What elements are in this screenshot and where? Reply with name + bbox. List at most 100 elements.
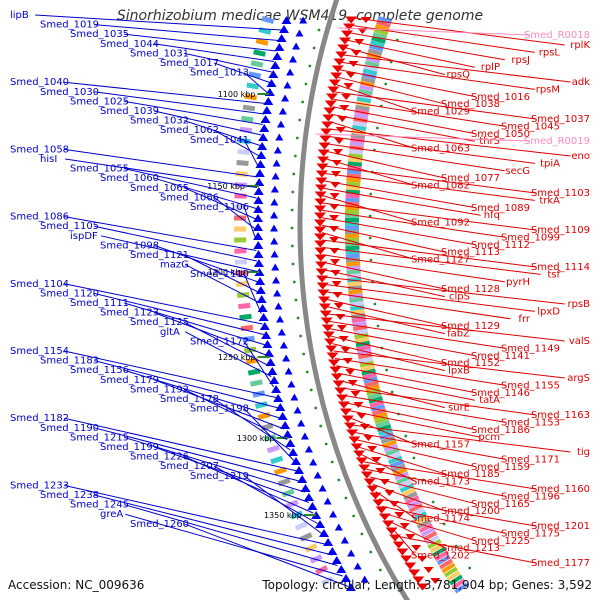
gene-feature [307, 502, 318, 510]
gene-label-right: eno [571, 151, 590, 162]
gene-feature [358, 88, 373, 96]
gene-feature [329, 237, 340, 243]
label-leader [321, 217, 476, 246]
label-leader [353, 431, 506, 460]
gene-feature [319, 135, 332, 143]
rna-label: Smed_R0018 [524, 30, 590, 41]
gene-feature [345, 72, 356, 78]
scale-tick [290, 226, 294, 230]
gene-feature [278, 107, 287, 115]
scale-tick [294, 298, 298, 302]
gene-label-left: Smed_1260 [130, 519, 189, 530]
scale-tick [319, 424, 323, 428]
gene-feature [347, 281, 362, 287]
gene-feature [315, 261, 328, 269]
label-leader [337, 76, 446, 105]
gene-feature [288, 55, 297, 63]
gene-feature [314, 520, 325, 528]
gene-feature [237, 148, 250, 156]
gene-feature [275, 133, 284, 141]
gene-label-right: rpsB [567, 299, 590, 310]
gene-feature [363, 435, 374, 441]
gene-label-left: Smed_1086 [10, 212, 69, 223]
scale-tick [404, 434, 408, 438]
label-leader [323, 276, 565, 305]
label-leader [347, 409, 481, 438]
gene-label-right: argS [567, 373, 590, 384]
label-leader [64, 148, 258, 178]
gene-label-right: rpsM [536, 84, 560, 95]
gene-feature [253, 241, 264, 249]
scale-tick [369, 192, 373, 196]
gene-feature [341, 574, 352, 582]
label-leader [94, 24, 279, 41]
gene-feature [336, 325, 347, 331]
gene-feature [234, 248, 247, 254]
gene-feature [345, 233, 360, 239]
gene-feature [336, 394, 349, 402]
gene-feature [270, 211, 279, 219]
gene-feature [270, 185, 279, 193]
scale-tick [373, 302, 377, 306]
gene-feature [282, 354, 291, 362]
gene-feature [290, 457, 301, 465]
label-leader [64, 417, 298, 472]
scale-tick [360, 532, 364, 536]
gene-label-right: trkA [539, 195, 560, 206]
gene-label-left: Smed_1192 [130, 384, 189, 395]
label-leader [322, 254, 505, 283]
scale-tick [296, 316, 300, 320]
gene-feature [418, 523, 434, 533]
label-leader [184, 120, 261, 146]
label-leader [214, 62, 270, 83]
gene-label-left: Smed_1031 [130, 48, 189, 59]
gene-label-right: Smed_1173 [411, 477, 470, 488]
scale-tick [337, 478, 341, 482]
gene-feature [233, 226, 247, 232]
gene-feature [391, 463, 406, 473]
label-leader [358, 446, 446, 475]
gene-label-left: Smed_1219 [190, 471, 249, 482]
gene-label-right: Smed_1128 [441, 284, 500, 295]
gene-feature [366, 485, 379, 493]
gene-feature [314, 191, 327, 199]
gene-label-left: Smed_1198 [190, 404, 249, 415]
scale-tick [431, 500, 435, 504]
label-leader [341, 61, 535, 90]
gene-feature [313, 471, 322, 479]
gene-feature [273, 394, 284, 402]
gene-feature [405, 495, 420, 505]
gene-label-right: Smed_1163 [531, 410, 590, 421]
gene-label-right: hfq [484, 210, 500, 221]
gene-label-left: Smed_1110 [190, 269, 249, 280]
gene-feature [282, 430, 293, 438]
gene-feature [315, 268, 328, 276]
gene-feature [359, 84, 374, 92]
scale-tick [291, 262, 295, 266]
gene-feature [275, 403, 286, 411]
gene-feature [334, 138, 345, 144]
gene-feature [353, 450, 366, 458]
gene-feature [272, 159, 281, 167]
gene-feature [314, 254, 327, 262]
gene-feature [258, 313, 269, 321]
scale-tick [369, 550, 373, 554]
gene-feature [353, 562, 362, 570]
scale-tick [368, 236, 372, 240]
scale-tick [295, 136, 299, 140]
gene-feature [324, 100, 337, 108]
gene-feature [345, 253, 360, 259]
scale-label: 1300 kbp [237, 434, 275, 443]
gene-feature [321, 324, 334, 332]
gene-feature [350, 391, 361, 397]
gene-feature [375, 468, 386, 474]
gene-label-right: surE [448, 403, 470, 414]
label-leader [332, 106, 476, 135]
gene-feature [330, 259, 341, 265]
label-leader [184, 52, 272, 73]
label-leader [322, 239, 536, 268]
gene-feature [267, 367, 278, 375]
gene-feature [281, 94, 290, 102]
gene-feature [259, 322, 270, 330]
